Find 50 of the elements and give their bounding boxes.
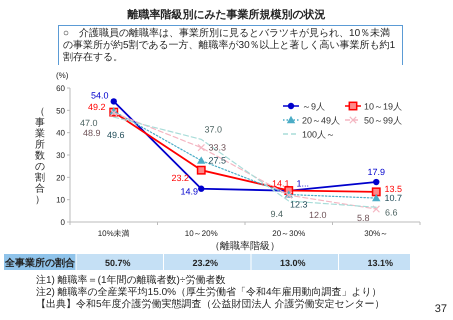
data-label: 14.1 (272, 178, 290, 189)
data-label: 9.4 (270, 209, 284, 220)
y-tick-label: 40 (56, 128, 66, 138)
data-label: 14.9 (180, 186, 198, 197)
text: (%) (56, 71, 69, 80)
data-label: 10.7 (384, 193, 402, 204)
text: 【出典】令和5年度介護労働実態調査（公益財団法人 介護労働安定センター） (36, 298, 384, 310)
data-label: 13.5 (384, 184, 402, 194)
x-tick-label: 30%～ (364, 229, 388, 238)
data-label: 47.0 (80, 118, 98, 128)
y-tick-label: 60 (56, 84, 66, 93)
chart-subtitle: ○ 介護職員の離職率は、事業所別に見るとバラツキが見られ、10％未満の事業所が約5割である一方、離職率が30％以上と著しく高い事業所も約1割存在する。 (58, 25, 403, 67)
data-label: 49.2 (88, 102, 106, 112)
legend-label: 50～99人 (364, 116, 402, 126)
data-label: 48.9 (82, 128, 101, 138)
x-tick-label: 10～20% (184, 229, 218, 238)
data-label: 5.8 (356, 213, 370, 224)
data-label: 37.0 (204, 124, 222, 134)
text: 注1) 離職率＝(1年間の離職者数)÷労働者数 (36, 274, 226, 286)
x-tick-label: 20～30% (272, 229, 306, 238)
y-tick-label: 50 (56, 106, 66, 116)
data-label: 6.6 (384, 207, 398, 218)
text: 全事業所の割合 (4, 257, 76, 269)
text: 13.1% (367, 258, 394, 268)
chart-title: 離職率階級別にみた事業所規模別の状況 (126, 8, 326, 21)
text: 50.7% (104, 258, 131, 268)
data-label: 12.0 (308, 210, 327, 220)
text: （事業所数の割合） (35, 106, 45, 206)
data-label: 1... (296, 178, 310, 189)
data-label: 27.5 (208, 156, 226, 166)
x-tick-label: 10%未満 (98, 229, 130, 238)
legend-label: ～9人 (302, 102, 326, 112)
text: 23.2% (192, 258, 218, 268)
y-tick-label: 10 (56, 196, 66, 205)
legend-label: 10～19人 (364, 102, 402, 112)
data-label: 49.6 (106, 130, 125, 140)
data-label: 33.3 (208, 142, 226, 153)
y-tick-label: 20 (56, 173, 66, 182)
y-tick-label: 30 (56, 151, 66, 160)
legend-label: 100人～ (302, 130, 336, 140)
data-label: 17.9 (367, 167, 386, 178)
x-axis-title: （離職率階級） (210, 240, 280, 252)
text: 注2) 離職率の全産業平均15.0%（厚生労働省「令和4年雇用動向調査」より） (36, 286, 382, 298)
data-label: 12.3 (290, 200, 308, 210)
y-tick-label: 0 (60, 218, 66, 227)
text: 13.0% (280, 258, 306, 268)
legend-label: 20～49人 (302, 116, 340, 126)
text: 37 (434, 303, 447, 315)
data-label: 54.0 (90, 90, 109, 100)
data-label: 23.2 (171, 173, 190, 184)
